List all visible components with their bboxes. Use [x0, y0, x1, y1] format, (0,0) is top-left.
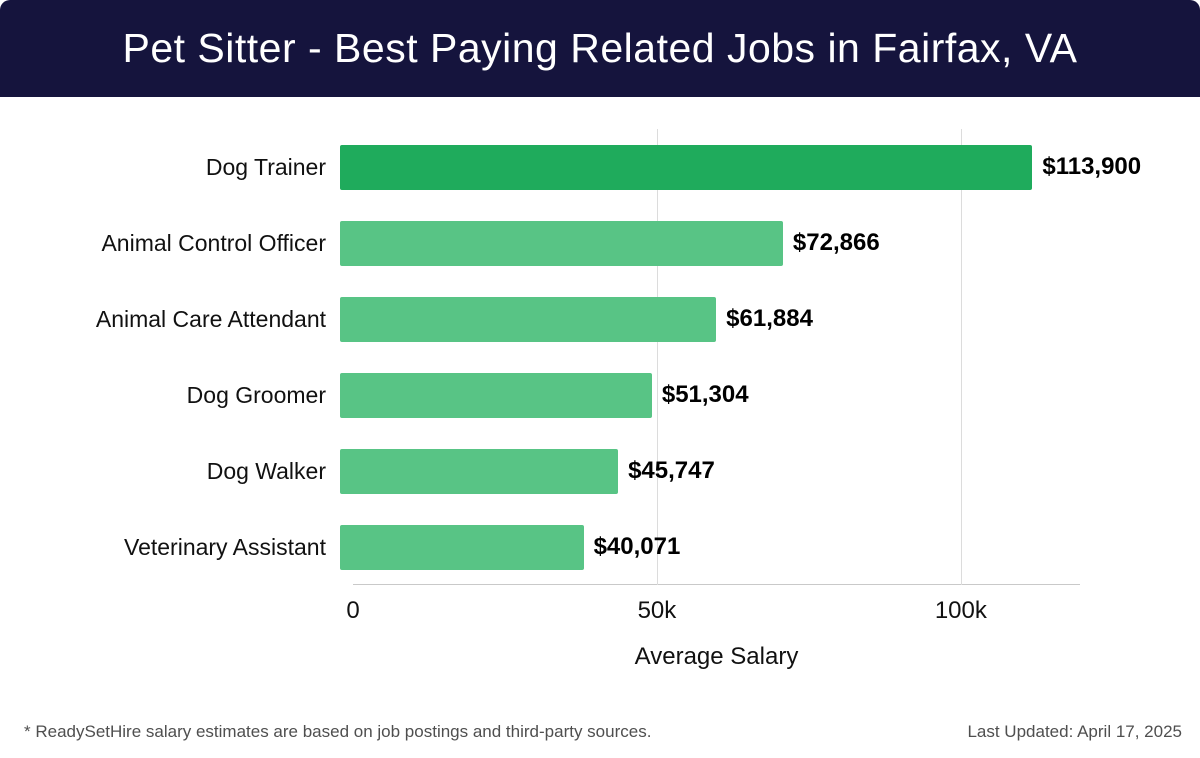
plot-area: Dog Trainer $113,900 Animal Control Office…: [0, 129, 1200, 585]
chart-title: Pet Sitter - Best Paying Related Jobs in…: [122, 25, 1078, 71]
bar: [340, 524, 584, 570]
footer: * ReadySetHire salary estimates are base…: [24, 722, 1182, 742]
bar-value-label: $51,304: [661, 381, 749, 408]
bar: [340, 144, 1033, 190]
category-label: Dog Walker: [206, 457, 326, 484]
bar-row: Animal Control Officer $72,866: [0, 205, 1200, 281]
bar: [340, 296, 717, 342]
bar-track: $61,884: [340, 296, 1067, 342]
bar-value-label: $40,071: [593, 533, 681, 560]
bar-value-label: $113,900: [1042, 153, 1142, 180]
bar-value-label: $72,866: [792, 229, 880, 256]
tick-label: 50k: [637, 597, 677, 624]
category-label: Dog Groomer: [186, 381, 326, 408]
bar-row: Animal Care Attendant $61,884: [0, 281, 1200, 357]
bar: [340, 448, 619, 494]
x-axis-line: [353, 584, 1080, 585]
bar-row: Dog Groomer $51,304: [0, 357, 1200, 433]
bar-chart: Dog Trainer $113,900 Animal Control Office…: [0, 129, 1200, 671]
bar-track: $113,900: [340, 144, 1141, 190]
source-note: * ReadySetHire salary estimates are base…: [24, 722, 652, 741]
tick-label: 0: [346, 597, 360, 624]
x-axis-title: Average Salary: [634, 643, 799, 670]
category-label: Animal Control Officer: [101, 229, 326, 256]
last-updated: Last Updated: April 17, 2025: [967, 722, 1182, 741]
bar: [340, 372, 652, 418]
x-axis-ticks: 0 50k 100k: [0, 585, 1200, 629]
bar-track: $51,304: [340, 372, 1067, 418]
bar-row: Dog Trainer $113,900: [0, 129, 1200, 205]
bar-track: $45,747: [340, 448, 1067, 494]
bar-value-label: $61,884: [726, 305, 813, 332]
bar: [340, 220, 783, 266]
category-label: Veterinary Assistant: [124, 533, 326, 560]
tick-label: 100k: [934, 597, 987, 624]
bar-row: Dog Walker $45,747: [0, 433, 1200, 509]
bar-value-label: $45,747: [628, 457, 715, 484]
category-label: Dog Trainer: [205, 153, 326, 180]
gridline: [656, 129, 658, 585]
bar-track: $72,866: [340, 220, 1067, 266]
bar-row: Veterinary Assistant $40,071: [0, 509, 1200, 585]
gridline: [960, 129, 962, 585]
bar-track: $40,071: [340, 524, 1067, 570]
category-label: Animal Care Attendant: [95, 305, 326, 332]
header-bar: Pet Sitter - Best Paying Related Jobs in…: [0, 0, 1200, 97]
